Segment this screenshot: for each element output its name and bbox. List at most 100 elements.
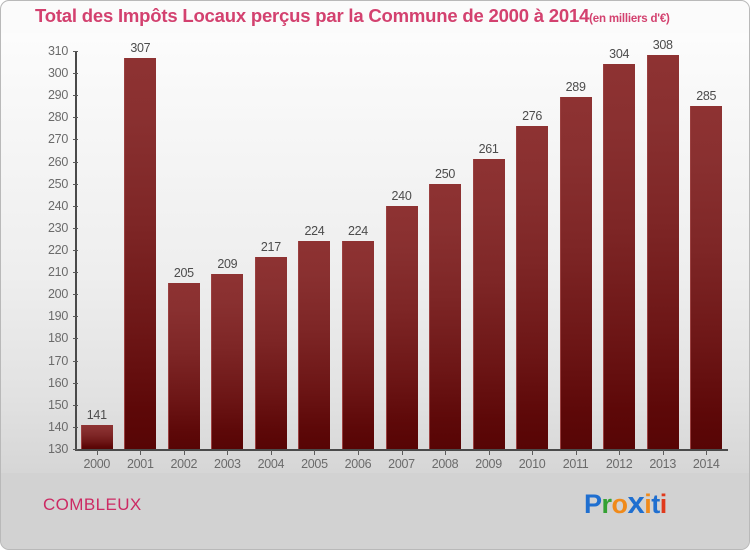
- x-axis-tick-mark: [227, 450, 228, 455]
- title-bar: Total des Impôts Locaux perçus par la Co…: [1, 1, 749, 33]
- x-axis-tick-label: 2013: [649, 457, 676, 471]
- bar-value-label: 141: [86, 407, 107, 422]
- x-axis-tick-mark: [619, 450, 620, 455]
- logo-letter-i2: i: [659, 489, 668, 519]
- bar-value-label: 285: [696, 89, 717, 104]
- y-axis-tick-label: 160: [48, 375, 68, 390]
- y-axis-tick-label: 290: [48, 88, 68, 103]
- x-axis-tick-mark: [184, 450, 185, 455]
- commune-name: COMBLEUX: [43, 495, 142, 514]
- bar-value-label: 205: [173, 266, 194, 281]
- bar[interactable]: [341, 241, 374, 449]
- page-title-unit: (en milliers d'€): [589, 13, 670, 25]
- y-axis-tick-label: 220: [48, 243, 68, 257]
- proxiti-logo[interactable]: Proxiti: [584, 485, 667, 521]
- x-axis-tick-label: 2004: [257, 457, 285, 471]
- bar[interactable]: [559, 97, 592, 449]
- x-axis-tick-label: 2003: [214, 457, 241, 471]
- logo-letter-r: r: [601, 489, 613, 519]
- bar-value-label: 304: [609, 47, 630, 62]
- y-axis-tick-mark: [73, 272, 78, 273]
- y-axis-tick-mark: [73, 184, 78, 185]
- y-axis-tick-label: 170: [48, 353, 68, 368]
- x-axis-tick-label: 2007: [388, 457, 415, 471]
- x-axis-tick-mark: [358, 450, 359, 455]
- bar-value-label: 250: [435, 166, 456, 181]
- x-axis-tick-mark: [314, 450, 315, 455]
- x-axis-tick-label: 2008: [431, 457, 459, 471]
- y-axis-tick-mark: [73, 294, 78, 295]
- y-axis-tick-label: 230: [48, 220, 68, 235]
- x-axis-tick-label: 2000: [83, 457, 111, 471]
- y-axis-tick-label: 250: [48, 176, 68, 191]
- bar[interactable]: [298, 241, 331, 449]
- x-axis-tick-mark: [532, 450, 533, 455]
- y-axis-tick-label: 200: [48, 287, 68, 302]
- y-axis-tick-mark: [73, 51, 78, 52]
- x-axis-tick-label: 2010: [518, 457, 546, 471]
- bar-value-label: 261: [478, 142, 499, 157]
- bar[interactable]: [254, 256, 287, 449]
- x-axis-tick-mark: [576, 450, 577, 455]
- bar[interactable]: [385, 205, 418, 449]
- bar[interactable]: [603, 64, 636, 449]
- bar-value-label: 224: [347, 224, 368, 239]
- y-axis-tick-mark: [73, 361, 78, 362]
- bar[interactable]: [167, 283, 200, 449]
- bar[interactable]: [429, 183, 462, 449]
- y-axis-tick-mark: [73, 427, 78, 428]
- y-axis-tick-mark: [73, 383, 78, 384]
- x-axis-tick-mark: [140, 450, 141, 455]
- y-axis-tick-mark: [73, 316, 78, 317]
- y-axis-tick-mark: [73, 228, 78, 229]
- page-title: Total des Impôts Locaux perçus par la Co…: [35, 5, 670, 27]
- y-axis-tick-mark: [73, 95, 78, 96]
- logo-letter-t: t: [651, 489, 660, 519]
- bar[interactable]: [124, 57, 157, 449]
- bar-value-label: 307: [130, 40, 151, 55]
- x-axis-tick-label: 2011: [562, 457, 589, 471]
- y-axis-tick-mark: [73, 206, 78, 207]
- y-axis-tick-mark: [73, 449, 78, 450]
- bar[interactable]: [516, 126, 549, 449]
- x-axis-tick-mark: [445, 450, 446, 455]
- bar-value-label: 240: [391, 188, 412, 203]
- y-axis-tick-label: 260: [48, 154, 68, 169]
- logo-letter-p: P: [584, 489, 602, 519]
- y-axis-tick-label: 240: [48, 198, 68, 213]
- y-axis-tick-label: 130: [48, 442, 68, 456]
- logo-letter-x: x: [627, 485, 645, 520]
- bar-value-label: 276: [522, 109, 543, 124]
- bar[interactable]: [646, 55, 679, 449]
- x-axis-tick-label: 2006: [344, 457, 372, 471]
- y-axis-tick-label: 210: [48, 265, 68, 280]
- bar[interactable]: [472, 159, 505, 449]
- bar-value-label: 224: [304, 224, 325, 239]
- x-axis-tick-mark: [706, 450, 707, 455]
- x-axis-tick-label: 2012: [605, 457, 633, 471]
- x-axis-line: [75, 449, 728, 451]
- x-axis-tick-label: 2014: [692, 457, 720, 471]
- y-axis-tick-mark: [73, 405, 78, 406]
- page-title-text: Total des Impôts Locaux perçus par la Co…: [35, 5, 590, 26]
- y-axis-tick-mark: [73, 139, 78, 140]
- logo-letter-o: o: [611, 489, 629, 519]
- y-axis-tick-mark: [73, 162, 78, 163]
- bar[interactable]: [80, 424, 113, 449]
- plot-area: 130 140 150 160 170 180 190 200 210 220 230 240 250 2…: [1, 33, 749, 473]
- bar[interactable]: [690, 106, 723, 449]
- y-axis-tick-label: 280: [48, 110, 68, 125]
- y-axis-tick-mark: [73, 73, 78, 74]
- logo-letter-i1: i: [644, 489, 652, 519]
- bar[interactable]: [211, 274, 244, 449]
- x-axis-tick-mark: [489, 450, 490, 455]
- x-axis-tick-mark: [663, 450, 664, 455]
- y-axis-tick-label: 300: [48, 66, 68, 81]
- bar-value-label: 308: [652, 38, 673, 53]
- bar-value-label: 217: [260, 239, 281, 254]
- y-axis-tick-label: 140: [48, 419, 68, 434]
- x-axis-tick-label: 2001: [126, 457, 154, 471]
- y-axis-tick-label: 190: [48, 309, 68, 324]
- bar-value-label: 289: [565, 80, 586, 95]
